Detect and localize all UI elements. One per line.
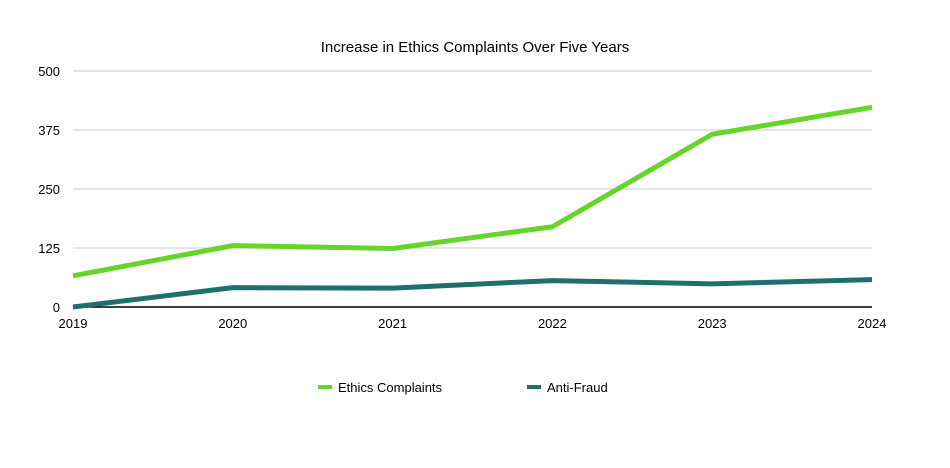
chart-title: Increase in Ethics Complaints Over Five … <box>321 39 629 56</box>
x-tick-label: 2024 <box>858 316 887 331</box>
series-line-anti-fraud <box>73 280 872 307</box>
y-tick-label: 375 <box>38 123 60 138</box>
series-line-ethics-complaints <box>73 107 872 276</box>
x-tick-label: 2021 <box>378 316 407 331</box>
y-tick-label: 0 <box>53 300 60 315</box>
x-tick-label: 2020 <box>218 316 247 331</box>
y-tick-label: 250 <box>38 182 60 197</box>
x-tick-label: 2019 <box>59 316 88 331</box>
legend-label: Anti-Fraud <box>547 380 608 395</box>
legend-label: Ethics Complaints <box>338 380 443 395</box>
x-tick-label: 2023 <box>698 316 727 331</box>
x-tick-label: 2022 <box>538 316 567 331</box>
y-tick-label: 125 <box>38 241 60 256</box>
y-tick-label: 500 <box>38 64 60 79</box>
